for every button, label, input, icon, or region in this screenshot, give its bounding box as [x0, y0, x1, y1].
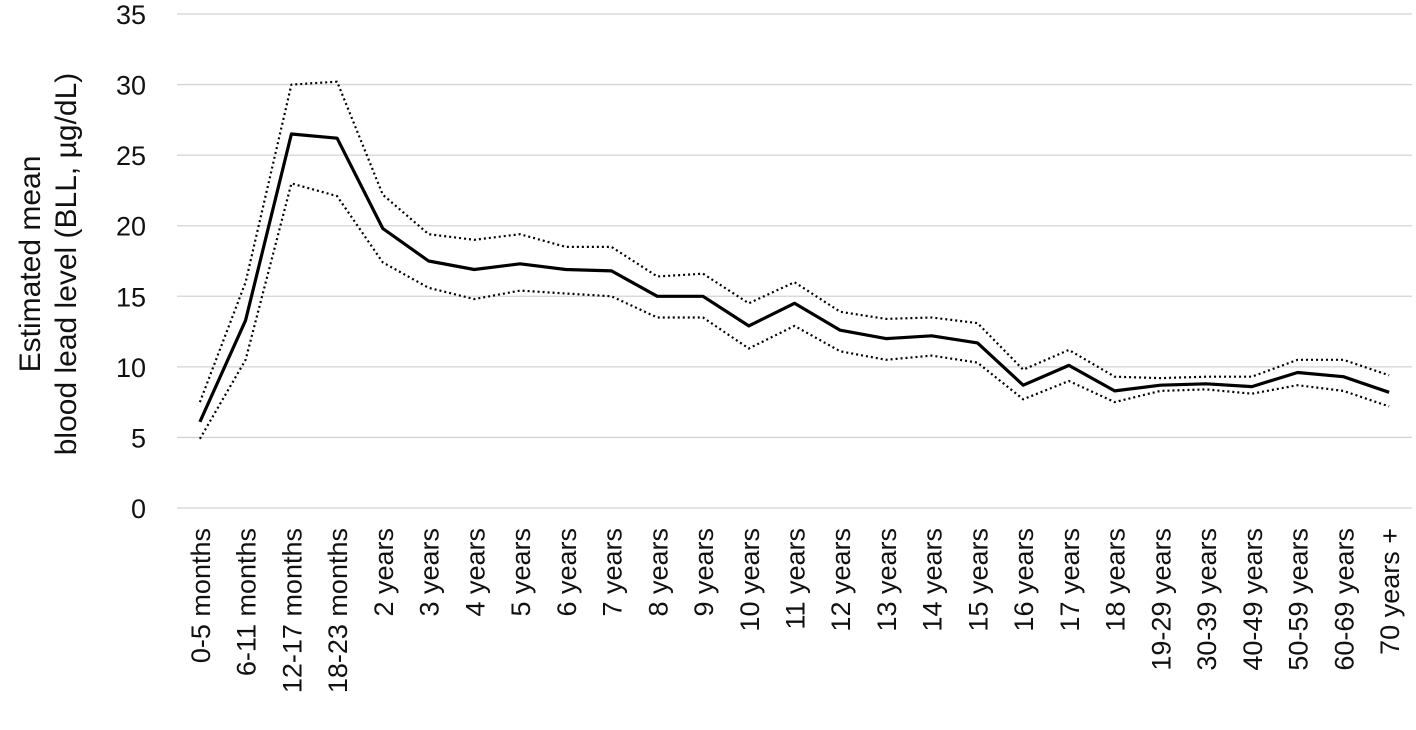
x-tick-label: 18 years — [1101, 528, 1131, 632]
x-tick-label: 0-5 months — [186, 528, 216, 663]
x-tick-label: 3 years — [415, 528, 445, 617]
y-tick-label: 5 — [131, 423, 146, 453]
x-tick-label: 5 years — [506, 528, 536, 617]
upper-bound-line — [198, 80, 1390, 403]
y-tick-label: 35 — [116, 0, 146, 30]
x-tick-label: 70 years + — [1375, 528, 1405, 655]
x-tick-label: 50-59 years — [1284, 528, 1314, 671]
x-tick-label: 15 years — [963, 528, 993, 632]
x-tick-label: 40-49 years — [1238, 528, 1268, 671]
x-tick-label: 4 years — [460, 528, 490, 617]
y-axis-label-line-1: Estimated mean — [14, 156, 47, 373]
x-tick-label: 18-23 months — [323, 528, 353, 693]
x-tick-label: 14 years — [918, 528, 948, 632]
mean-line — [198, 132, 1390, 423]
x-tick-label: 11 years — [781, 528, 811, 630]
x-tick-label: 16 years — [1009, 528, 1039, 632]
x-tick-label: 8 years — [643, 528, 673, 617]
series-lines — [198, 80, 1390, 440]
x-tick-label: 6-11 months — [232, 528, 262, 676]
gridlines — [177, 13, 1412, 509]
x-tick-label: 13 years — [872, 528, 902, 632]
x-tick-label: 9 years — [689, 528, 719, 617]
x-tick-label: 30-39 years — [1192, 528, 1222, 671]
x-tick-label: 7 years — [598, 528, 628, 617]
y-tick-labels: 0 5 10 15 20 25 30 35 — [116, 0, 146, 524]
y-tick-label: 30 — [116, 71, 146, 101]
y-tick-label: 10 — [116, 353, 146, 383]
x-tick-label: 6 years — [552, 528, 582, 617]
y-tick-label: 15 — [116, 282, 146, 312]
y-tick-label: 0 — [131, 494, 146, 524]
y-axis-label: Estimated mean blood lead level (BLL, µg… — [14, 73, 83, 456]
x-tick-label: 19-29 years — [1146, 528, 1176, 671]
x-tick-label: 17 years — [1055, 528, 1085, 632]
x-tick-label: 12 years — [826, 528, 856, 632]
y-axis-label-line-2: blood lead level (BLL, µg/dL) — [50, 73, 83, 456]
x-tick-labels: 0-5 months 6-11 months 12-17 months 18-23 m… — [186, 528, 1405, 693]
x-tick-label: 2 years — [369, 528, 399, 617]
y-tick-label: 20 — [116, 212, 146, 242]
x-tick-label: 60-69 years — [1329, 528, 1359, 671]
y-tick-label: 25 — [116, 141, 146, 171]
lower-bound-line — [198, 182, 1390, 440]
x-tick-label: 12-17 months — [277, 528, 307, 693]
x-tick-label: 10 years — [735, 528, 765, 632]
